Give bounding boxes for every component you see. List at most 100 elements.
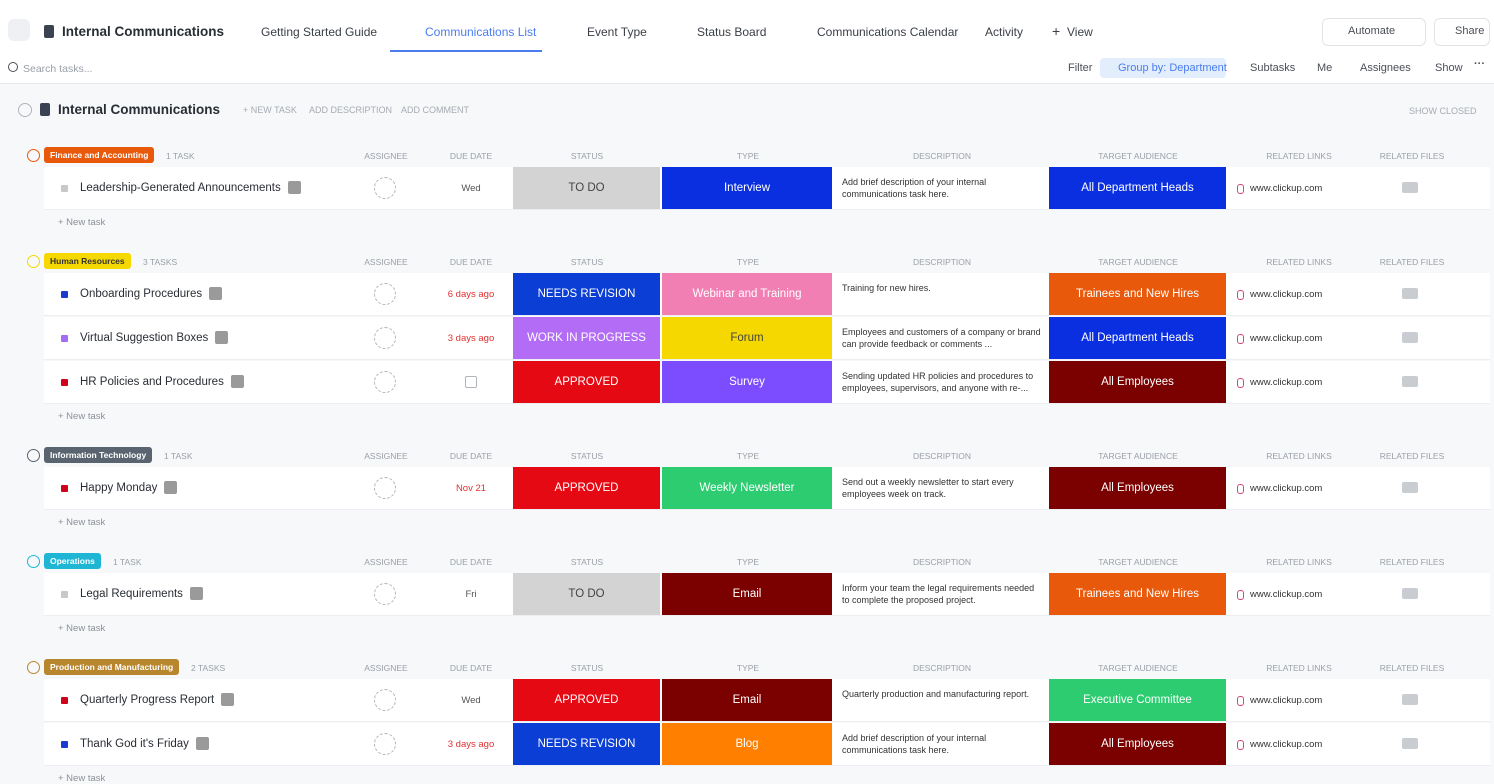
tab[interactable]: Event Type	[587, 25, 647, 39]
assignee-placeholder[interactable]	[374, 327, 396, 349]
due-date-empty[interactable]	[465, 376, 477, 388]
related-file[interactable]	[1402, 376, 1418, 387]
tab-active[interactable]: Communications List	[425, 25, 537, 39]
add-task[interactable]: + New task	[58, 773, 106, 784]
audience-cell[interactable]: All Department Heads	[1049, 167, 1226, 209]
assignee-placeholder[interactable]	[374, 689, 396, 711]
related-file[interactable]	[1402, 182, 1418, 193]
audience-cell[interactable]: All Department Heads	[1049, 317, 1226, 359]
audience-cell[interactable]: All Employees	[1049, 723, 1226, 765]
add-task[interactable]: + New task	[58, 411, 106, 422]
status-cell[interactable]: APPROVED	[513, 679, 660, 721]
description[interactable]: Employees and customers of a company or …	[842, 326, 1041, 350]
tab[interactable]: Status Board	[697, 25, 767, 39]
description[interactable]: Quarterly production and manufacturing r…	[842, 688, 1030, 699]
group-toggle[interactable]	[27, 661, 40, 674]
type-cell[interactable]: Interview	[662, 167, 832, 209]
status-cell[interactable]: TO DO	[513, 573, 660, 615]
type-cell[interactable]: Webinar and Training	[662, 273, 832, 315]
assignees[interactable]: Assignees	[1360, 62, 1411, 74]
more-menu[interactable]: ···	[1474, 58, 1485, 70]
related-link[interactable]: www.clickup.com	[1250, 183, 1323, 194]
assignee-placeholder[interactable]	[374, 283, 396, 305]
related-link[interactable]: www.clickup.com	[1250, 695, 1323, 706]
task-name[interactable]: HR Policies and Procedures	[80, 376, 224, 388]
status-cell[interactable]: TO DO	[513, 167, 660, 209]
audience-cell[interactable]: Trainees and New Hires	[1049, 573, 1226, 615]
type-cell[interactable]: Survey	[662, 361, 832, 403]
description[interactable]: Inform your team the legal requirements …	[842, 582, 1035, 606]
related-link[interactable]: www.clickup.com	[1250, 377, 1323, 388]
audience-cell[interactable]: Trainees and New Hires	[1049, 273, 1226, 315]
related-link[interactable]: www.clickup.com	[1250, 333, 1323, 344]
assignee-placeholder[interactable]	[374, 733, 396, 755]
due-date[interactable]: Fri	[465, 589, 477, 600]
task-name[interactable]: Virtual Suggestion Boxes	[80, 332, 209, 344]
status-cell[interactable]: NEEDS REVISION	[513, 723, 660, 765]
sidebar-toggle[interactable]	[8, 19, 30, 41]
related-link[interactable]: www.clickup.com	[1250, 739, 1323, 750]
group-by-pill[interactable]	[1100, 58, 1226, 78]
audience-cell[interactable]: All Employees	[1049, 361, 1226, 403]
related-file[interactable]	[1402, 588, 1418, 599]
task-name[interactable]: Thank God it's Friday	[80, 738, 189, 750]
tab[interactable]: Getting Started Guide	[261, 25, 378, 39]
filter[interactable]: Filter	[1068, 62, 1093, 74]
description[interactable]: Sending updated HR policies and procedur…	[842, 370, 1034, 394]
due-date[interactable]: Nov 21	[455, 483, 487, 494]
description[interactable]: Training for new hires.	[842, 282, 931, 293]
status-cell[interactable]: WORK IN PROGRESS	[513, 317, 660, 359]
description[interactable]: Send out a weekly newsletter to start ev…	[842, 476, 1014, 500]
task-name[interactable]: Happy Monday	[80, 482, 158, 494]
show[interactable]: Show	[1435, 62, 1463, 74]
related-file[interactable]	[1402, 482, 1418, 493]
add-comment-link[interactable]: ADD COMMENT	[401, 105, 469, 115]
status-cell[interactable]: APPROVED	[513, 467, 660, 509]
group-toggle[interactable]	[27, 449, 40, 462]
task-name[interactable]: Leadership-Generated Announcements	[80, 182, 281, 194]
me[interactable]: Me	[1317, 62, 1333, 74]
assignee-placeholder[interactable]	[374, 371, 396, 393]
group-toggle[interactable]	[27, 555, 40, 568]
related-link[interactable]: www.clickup.com	[1250, 589, 1323, 600]
show-closed[interactable]: SHOW CLOSED	[1409, 106, 1477, 116]
assignee-placeholder[interactable]	[374, 177, 396, 199]
group-toggle[interactable]	[27, 255, 40, 268]
status-cell[interactable]: APPROVED	[513, 361, 660, 403]
add-description-link[interactable]: ADD DESCRIPTION	[309, 105, 393, 115]
add-task[interactable]: + New task	[58, 217, 106, 228]
audience-cell[interactable]: All Employees	[1049, 467, 1226, 509]
group-label[interactable]: Production and Manufacturing	[44, 659, 180, 675]
related-link[interactable]: www.clickup.com	[1250, 483, 1323, 494]
type-cell[interactable]: Email	[662, 679, 832, 721]
due-date[interactable]: Wed	[461, 695, 481, 706]
description[interactable]: Add brief description of your internal c…	[842, 176, 987, 200]
group-label[interactable]: Finance and Accounting	[44, 147, 155, 163]
assignee-placeholder[interactable]	[374, 583, 396, 605]
description[interactable]: Add brief description of your internal c…	[842, 732, 987, 756]
automate-button[interactable]	[1322, 18, 1426, 46]
tab[interactable]: Activity	[985, 25, 1024, 39]
share-button[interactable]	[1434, 18, 1490, 46]
status-cell[interactable]: NEEDS REVISION	[513, 273, 660, 315]
add-task[interactable]: + New task	[58, 623, 106, 634]
audience-cell[interactable]: Executive Committee	[1049, 679, 1226, 721]
collapse-all[interactable]	[18, 103, 32, 117]
due-date[interactable]: 3 days ago	[447, 333, 495, 344]
add-task[interactable]: + New task	[58, 517, 106, 528]
space-name[interactable]: Internal Communications	[62, 24, 225, 39]
due-date[interactable]: 6 days ago	[447, 289, 495, 300]
due-date[interactable]: 3 days ago	[447, 739, 495, 750]
search-input[interactable]: Search tasks...	[23, 63, 93, 75]
type-cell[interactable]: Email	[662, 573, 832, 615]
type-cell[interactable]: Weekly Newsletter	[662, 467, 832, 509]
tab[interactable]: View	[1067, 25, 1093, 39]
due-date[interactable]: Wed	[461, 183, 481, 194]
group-label[interactable]: Human Resources	[44, 253, 131, 269]
related-link[interactable]: www.clickup.com	[1250, 289, 1323, 300]
task-name[interactable]: Legal Requirements	[80, 588, 183, 600]
subtasks[interactable]: Subtasks	[1250, 62, 1296, 74]
task-name[interactable]: Quarterly Progress Report	[80, 694, 215, 706]
group-label[interactable]: Operations	[44, 553, 101, 569]
related-file[interactable]	[1402, 694, 1418, 705]
